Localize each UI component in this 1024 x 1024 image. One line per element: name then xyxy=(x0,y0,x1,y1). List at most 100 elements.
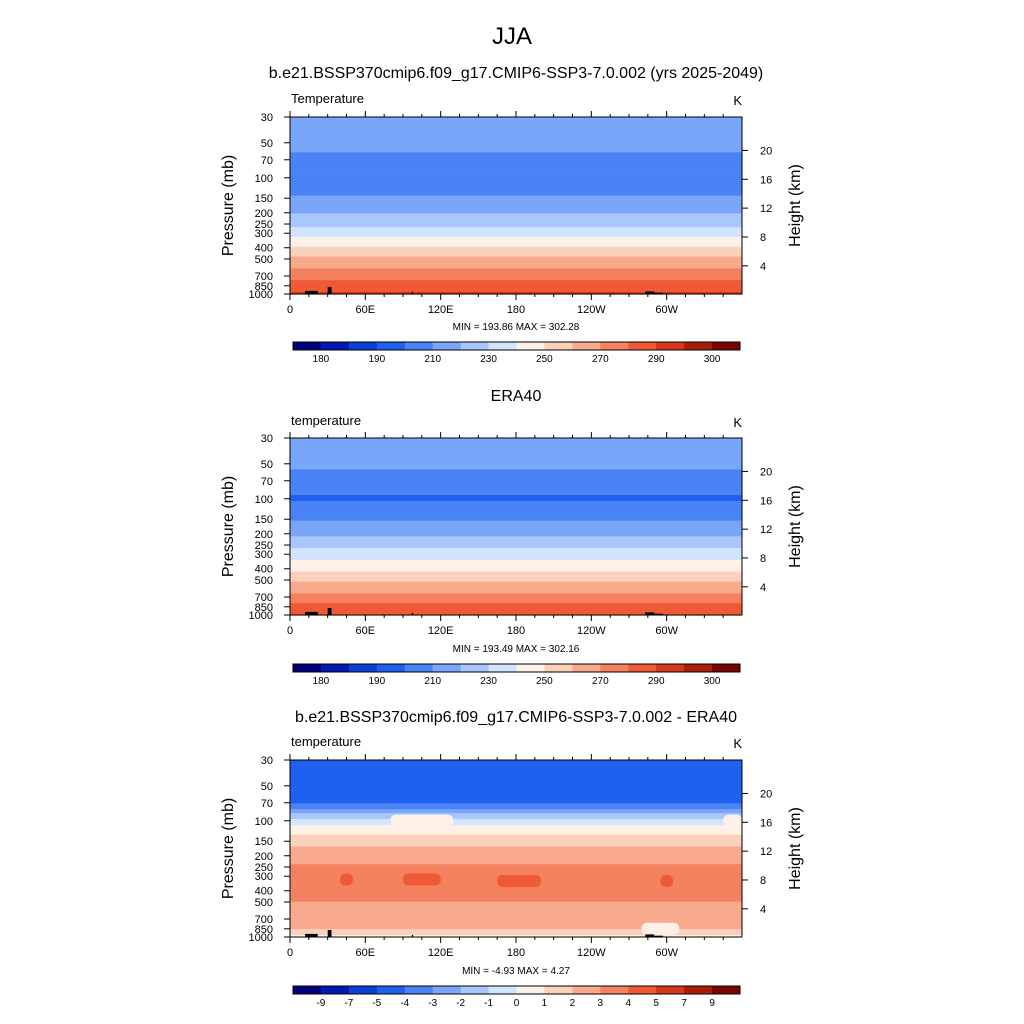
contour-band xyxy=(290,534,742,537)
contour-band xyxy=(290,820,742,824)
contour-band xyxy=(290,455,742,459)
colorbar-label: 0 xyxy=(514,998,520,1009)
contour-band xyxy=(290,193,742,197)
colorbar-swatch xyxy=(516,342,545,350)
x-tick-label: 60E xyxy=(356,947,376,959)
contour-band xyxy=(290,485,742,488)
x-tick-label: 120E xyxy=(428,625,454,637)
panel-diff: b.e21.BSSP370cmip6.f09_g17.CMIP6-SSP3-7.… xyxy=(220,709,804,1009)
y-tick-label: 50 xyxy=(261,138,273,150)
y-tick-label: 300 xyxy=(255,871,273,883)
colorbar-label: 290 xyxy=(648,676,665,687)
y2-tick-label: 4 xyxy=(760,582,766,594)
terrain-mask xyxy=(645,612,655,615)
y-tick-label: 70 xyxy=(261,155,273,167)
y2-tick-label: 4 xyxy=(760,261,766,273)
terrain-mask xyxy=(411,291,414,294)
contour-band xyxy=(290,487,742,490)
contour-band xyxy=(290,483,742,486)
contour-band xyxy=(290,931,742,934)
contour-band xyxy=(290,921,742,924)
y2-tick-label: 16 xyxy=(760,817,772,829)
contour-band xyxy=(290,913,742,916)
colorbar-label: 230 xyxy=(480,354,497,365)
y-tick-label: 200 xyxy=(255,529,273,541)
contour-band xyxy=(290,144,742,148)
contour-band xyxy=(290,915,742,918)
contour-band xyxy=(290,280,742,283)
contour-band xyxy=(290,495,742,498)
contour-band xyxy=(290,923,742,926)
x-tick-label: 0 xyxy=(287,304,293,316)
contour-band xyxy=(290,292,742,295)
contour-band xyxy=(290,848,742,852)
colorbar-label: -9 xyxy=(316,998,325,1009)
colorbar-label: 290 xyxy=(648,354,665,365)
y-tick-label: 70 xyxy=(261,798,273,810)
contour-band xyxy=(290,872,742,875)
contour-band xyxy=(290,870,742,873)
contour-band xyxy=(290,813,742,816)
contour-band xyxy=(290,561,742,565)
contour-band xyxy=(290,177,742,181)
contour-band xyxy=(290,544,742,547)
variable-label: temperature xyxy=(291,734,361,749)
contour-band xyxy=(290,826,742,830)
contour-band xyxy=(290,242,742,246)
contour-band xyxy=(290,461,742,465)
contour-band xyxy=(290,475,742,478)
contour-band xyxy=(290,548,742,551)
contour-band xyxy=(290,508,742,512)
y2-tick-label: 12 xyxy=(760,524,772,536)
colorbar-label: 7 xyxy=(681,998,687,1009)
y2-tick-label: 8 xyxy=(760,553,766,565)
y-tick-label: 150 xyxy=(255,514,273,526)
contour-band xyxy=(290,807,742,810)
colorbar-swatch xyxy=(684,664,713,672)
terrain-mask xyxy=(305,611,318,615)
contour-band xyxy=(290,130,742,134)
contour-band xyxy=(290,903,742,907)
y-tick-label: 500 xyxy=(255,897,273,909)
contour-band xyxy=(290,579,742,583)
contour-band xyxy=(290,514,742,518)
contour-band xyxy=(290,819,742,822)
contour-band xyxy=(290,207,742,211)
contour-band xyxy=(290,229,742,232)
colorbar-frame xyxy=(292,341,741,351)
x-tick-label: 120W xyxy=(577,304,606,316)
colorbar-swatch xyxy=(544,664,573,672)
colorbar-label: 180 xyxy=(313,676,330,687)
y2-tick-label: 20 xyxy=(760,788,772,800)
contour-band xyxy=(290,290,742,293)
contour-band xyxy=(290,215,742,218)
contour-band xyxy=(290,575,742,579)
colorbar-swatch xyxy=(544,986,573,994)
colorbar-swatch xyxy=(460,342,489,350)
colorbar-swatch xyxy=(404,986,434,994)
contour-band xyxy=(290,858,742,861)
y-tick-label: 400 xyxy=(255,886,273,898)
contour-feature xyxy=(660,875,673,887)
contour-band xyxy=(290,838,742,842)
contour-band xyxy=(290,769,742,773)
terrain-mask xyxy=(645,292,663,294)
contour-band xyxy=(290,256,742,260)
terrain-mask xyxy=(327,608,332,615)
colorbar-swatch xyxy=(712,986,741,994)
pressure-axis-label: Pressure (mb) xyxy=(220,155,237,256)
contour-band xyxy=(290,601,742,604)
contour-band xyxy=(290,211,742,214)
contour-band xyxy=(290,170,742,173)
colorbar-swatch xyxy=(404,342,434,350)
colorbar-swatch xyxy=(572,986,601,994)
contour-band xyxy=(290,443,742,447)
terrain-mask xyxy=(645,613,663,615)
contour-band xyxy=(290,264,742,268)
y2-tick-label: 20 xyxy=(760,145,772,157)
contour-band xyxy=(290,595,742,598)
contour-band xyxy=(290,118,742,122)
contour-band xyxy=(290,613,742,616)
contour-band xyxy=(290,850,742,854)
contour-band xyxy=(290,238,742,242)
